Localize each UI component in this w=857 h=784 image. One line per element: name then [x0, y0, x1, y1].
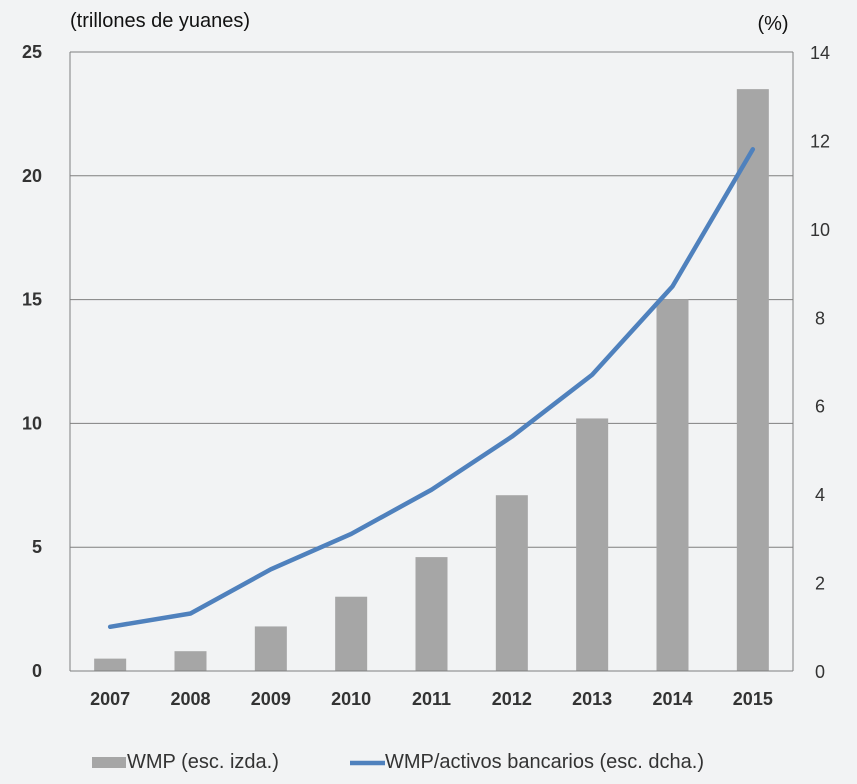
x-tick-label: 2015: [733, 689, 773, 709]
bar: [335, 596, 368, 671]
y-left-tick-label: 5: [32, 537, 42, 557]
y-right-tick-label: 0: [815, 662, 825, 682]
bar: [656, 299, 689, 671]
x-tick-label: 2013: [572, 689, 612, 709]
bar: [174, 651, 207, 671]
right-unit-label: (%): [757, 13, 788, 35]
bar: [94, 658, 127, 671]
y-left-tick-label: 20: [22, 166, 42, 186]
y-right-tick-label: 4: [815, 485, 825, 505]
x-tick-label: 2011: [412, 689, 451, 709]
bar: [495, 495, 528, 671]
y-left-tick-label: 15: [22, 290, 42, 310]
bar: [736, 89, 769, 671]
x-tick-label: 2009: [251, 689, 291, 709]
y-left-tick-label: 10: [22, 413, 42, 433]
legend-bar-label: WMP (esc. izda.): [127, 751, 279, 773]
x-tick-label: 2007: [90, 689, 130, 709]
y-left-tick-label: 25: [22, 42, 42, 62]
line-series: [107, 147, 756, 630]
bar-series: [94, 89, 769, 671]
bar: [254, 626, 287, 671]
y-right-tick-label: 12: [810, 131, 830, 151]
y-right-tick-label: 6: [815, 397, 825, 417]
bar: [576, 418, 609, 671]
y-right-tick-label: 2: [815, 574, 825, 594]
y-right-tick-label: 14: [810, 43, 830, 63]
y-right-tick-label: 8: [815, 308, 825, 328]
series-line: [107, 147, 756, 630]
legend-bar-swatch: [92, 757, 126, 768]
bar: [415, 557, 448, 671]
x-tick-label: 2012: [492, 689, 532, 709]
y-left-tick-label: 0: [32, 661, 42, 681]
y-right-tick-label: 10: [810, 220, 830, 240]
left-unit-label: (trillones de yuanes): [70, 10, 250, 32]
x-tick-label: 2014: [652, 689, 692, 709]
x-tick-label: 2010: [331, 689, 371, 709]
x-tick-label: 2008: [170, 689, 210, 709]
legend-line-label: WMP/activos bancarios (esc. dcha.): [385, 751, 704, 773]
axes: 0 5 10 15 20 25 0 2 4 6 8 10 12 14 2007 2008 2009 2010 201…: [22, 42, 830, 709]
legend: WMP (esc. izda.) WMP/activos bancarios (e…: [92, 751, 704, 773]
